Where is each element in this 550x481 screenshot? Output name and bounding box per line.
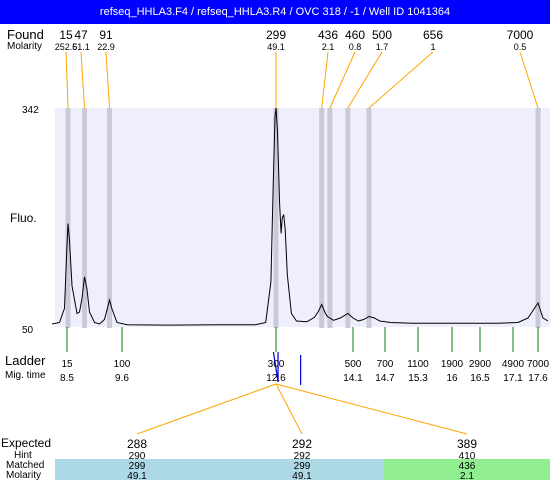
- expected-size: 292: [292, 437, 312, 451]
- matched-cell: [55, 459, 219, 480]
- peak-connector: [321, 51, 329, 109]
- peak-connector: [329, 51, 356, 109]
- found-size: 47: [74, 28, 88, 42]
- mig-time-label: Mig. time: [5, 370, 46, 381]
- expected-label: Expected: [1, 436, 52, 450]
- matched-cell: [219, 459, 384, 480]
- found-molarity: 61.1: [72, 42, 90, 52]
- y-tick-min: 50: [22, 325, 34, 336]
- expected-size: 389: [457, 437, 477, 451]
- found-size: 299: [266, 28, 286, 42]
- peak-band: [535, 108, 541, 328]
- expected-connector: [275, 383, 303, 435]
- ladder-size: 4900: [502, 359, 525, 370]
- expected-connector: [275, 383, 468, 435]
- found-label: Found: [7, 27, 44, 42]
- molarity-label: Molarity: [7, 41, 43, 52]
- peak-connector: [519, 51, 539, 109]
- ladder-time: 9.6: [115, 373, 129, 384]
- peak-connector: [368, 51, 434, 109]
- marker-line: [272, 351, 279, 383]
- matched-cell: [384, 459, 550, 480]
- chart-title: refseq_HHLA3.F4 / refseq_HHLA3.R4 / OVC …: [99, 6, 451, 18]
- matched-label: Matched: [6, 460, 45, 471]
- peak-band: [107, 108, 112, 328]
- peak-band: [82, 108, 87, 328]
- found-size: 91: [99, 28, 113, 42]
- found-molarity: 1: [430, 42, 435, 52]
- ladder-time: 16.5: [470, 373, 490, 384]
- ladder-time: 16: [446, 373, 458, 384]
- found-molarity: 252.5: [55, 42, 78, 52]
- ladder-label: Ladder: [5, 353, 46, 368]
- found-molarity: 2.1: [322, 42, 335, 52]
- found-molarity: 0.8: [349, 42, 362, 52]
- fluo-label: Fluo.: [10, 211, 37, 225]
- peak-connector: [105, 51, 110, 109]
- ladder-time: 17.1: [503, 373, 523, 384]
- ladder-size: 500: [345, 359, 362, 370]
- peak-band: [327, 108, 333, 328]
- y-tick-max: 342: [22, 105, 39, 116]
- title-bar: [0, 0, 550, 24]
- matched-size: 299: [294, 461, 311, 472]
- peak-band: [273, 108, 279, 328]
- ladder-size: 1100: [407, 359, 429, 370]
- peak-band: [345, 108, 351, 328]
- ladder-time: 14.1: [343, 373, 363, 384]
- peak-connector: [347, 51, 383, 109]
- matched-size: 299: [129, 461, 146, 472]
- peak-connector: [65, 51, 69, 109]
- hint-size: 292: [294, 451, 311, 462]
- found-size: 460: [345, 28, 365, 42]
- found-molarity: 1.7: [376, 42, 389, 52]
- found-size: 15: [59, 28, 73, 42]
- matched-size: 436: [459, 461, 476, 472]
- hint-label: Hint: [14, 450, 32, 461]
- found-molarity: 22.9: [97, 42, 115, 52]
- peak-band: [65, 108, 71, 328]
- found-size: 656: [423, 28, 443, 42]
- hint-size: 410: [459, 451, 476, 462]
- ladder-size: 300: [268, 359, 285, 370]
- ladder-size: 15: [61, 359, 73, 370]
- ladder-size: 7000: [527, 359, 550, 370]
- expected-size: 288: [127, 437, 147, 451]
- peak-band: [366, 108, 372, 328]
- matched-molarity: 49.1: [292, 471, 312, 480]
- expected-connector: [136, 383, 277, 435]
- ladder-size: 700: [377, 359, 394, 370]
- found-molarity: 49.1: [267, 42, 285, 52]
- found-molarity: 0.5: [514, 42, 527, 52]
- found-size: 436: [318, 28, 338, 42]
- ladder-size: 2900: [469, 359, 492, 370]
- found-size: 500: [372, 28, 392, 42]
- ladder-time: 12.6: [266, 373, 286, 384]
- ladder-time: 17.6: [528, 373, 548, 384]
- found-size: 7000: [507, 28, 534, 42]
- trace-line: [51, 107, 549, 326]
- ladder-time: 15.3: [408, 373, 428, 384]
- ladder-size: 1900: [441, 359, 464, 370]
- ladder-time: 14.7: [375, 373, 395, 384]
- ladder-size: 100: [114, 359, 131, 370]
- matched-molarity: 2.1: [460, 471, 474, 480]
- molarity-bottom-label: Molarity: [6, 470, 42, 481]
- hint-size: 290: [129, 451, 146, 462]
- plot-area: [55, 108, 550, 327]
- matched-molarity: 49.1: [127, 471, 147, 480]
- ladder-time: 8.5: [60, 373, 74, 384]
- peak-band: [319, 108, 325, 328]
- peak-connector: [80, 51, 85, 109]
